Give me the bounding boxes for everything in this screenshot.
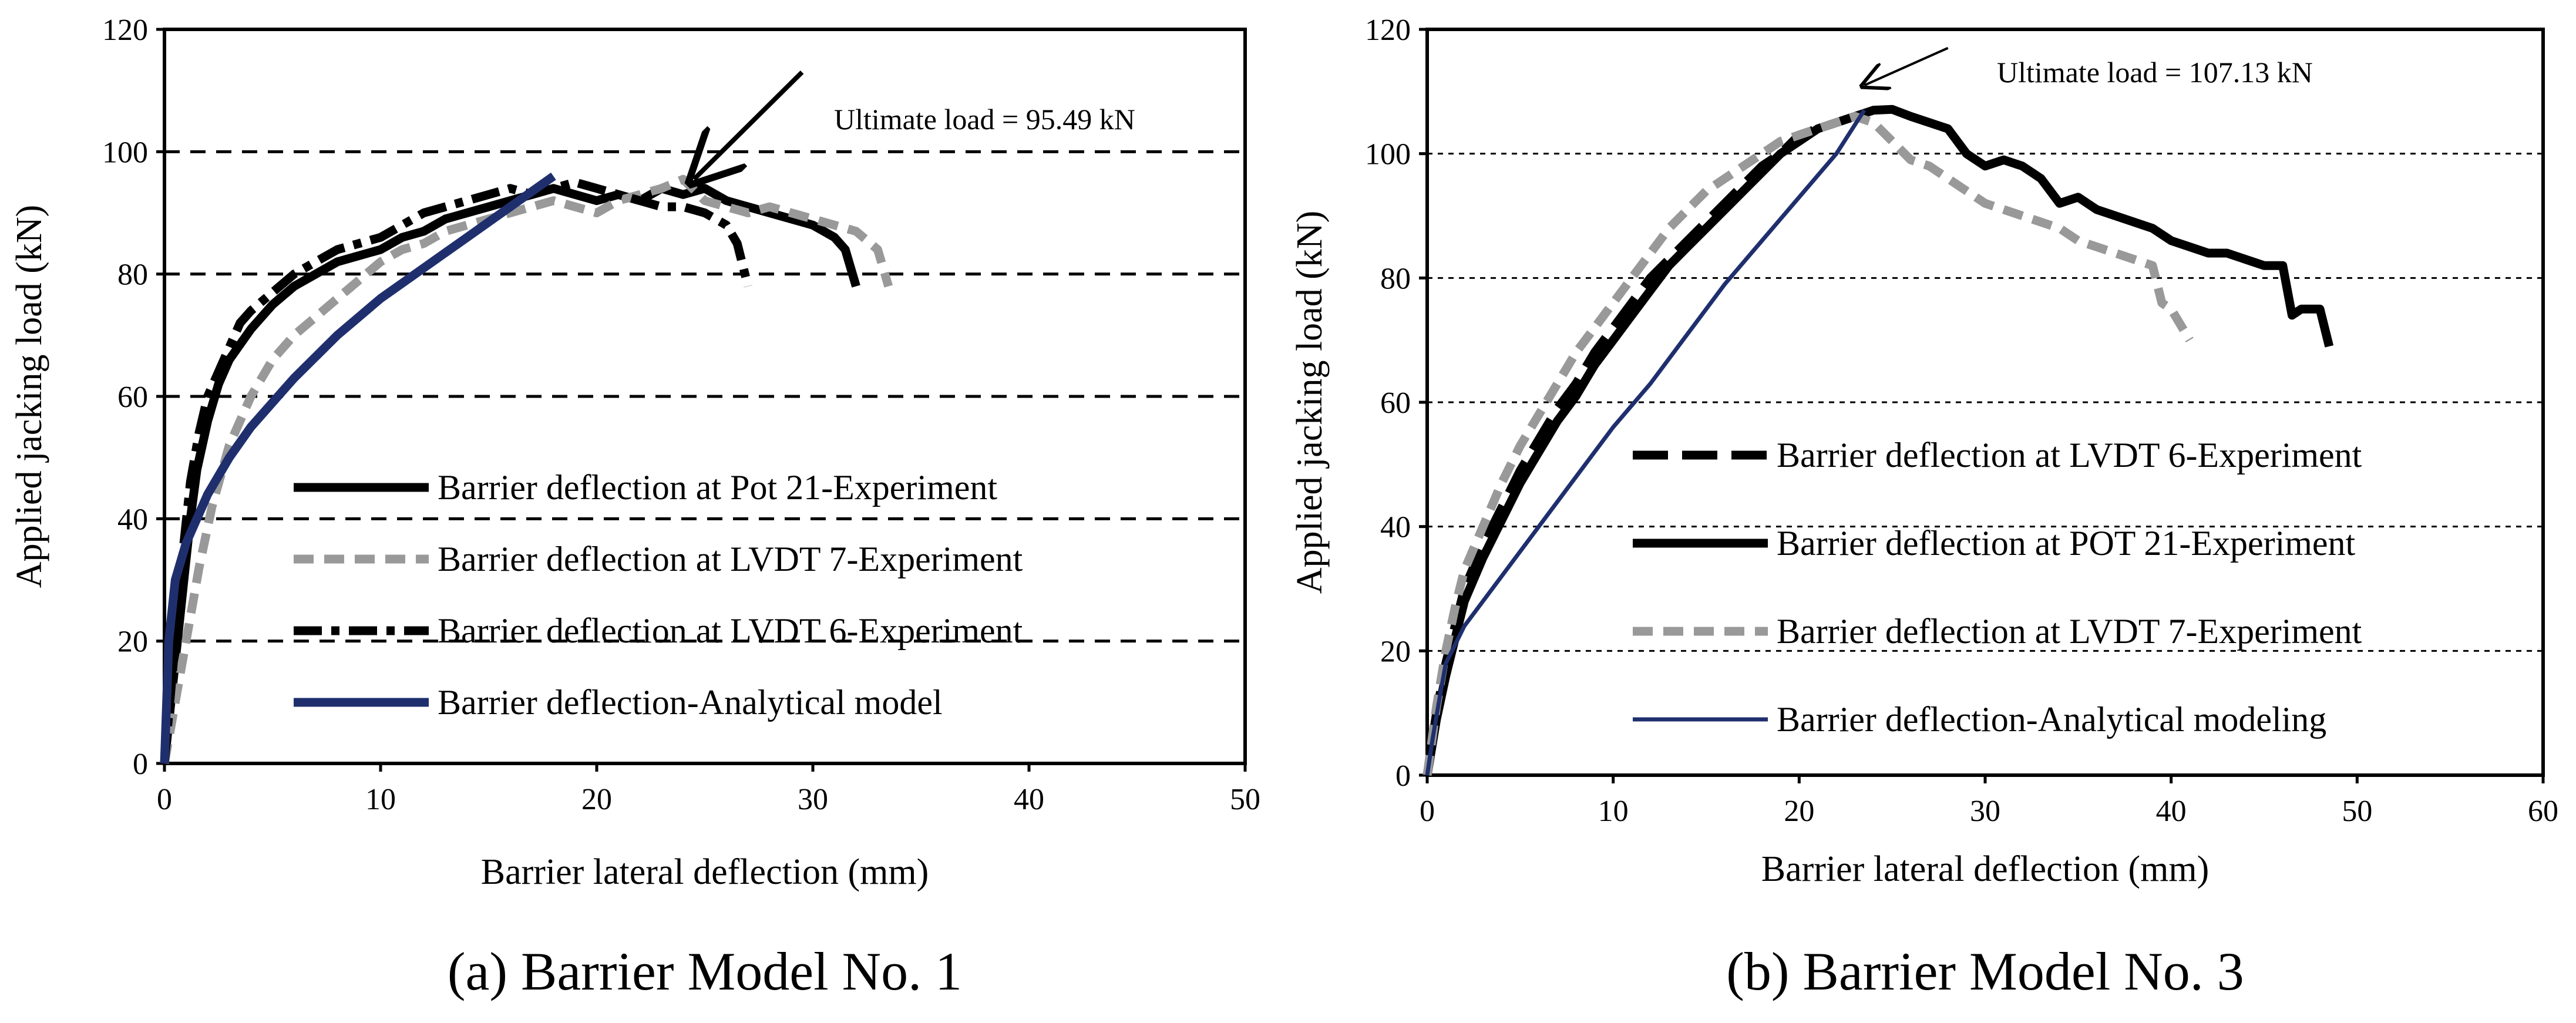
legend-entry: Barrier deflection at Pot 21-Experiment [438,468,997,507]
x-tick-label: 20 [581,783,612,816]
series-line [1422,105,2334,776]
y-tick-label: 60 [117,381,148,414]
legend-entry: Barrier deflection-Analytical modeling [1777,700,2326,739]
y-tick-label: 0 [133,748,148,781]
y-axis-label: Applied jacking load (kN) [9,205,49,588]
annotation-arrow [1864,46,1949,86]
x-tick-label: 40 [2156,795,2187,828]
y-tick-label: 0 [1395,759,1411,793]
series-lines [160,172,893,765]
legend: Barrier deflection at Pot 21-Experiment B… [294,468,1023,722]
y-tick-labels: 0 20 40 60 80 100 120 [102,14,164,781]
series-line [160,177,752,764]
y-tick-label: 120 [1365,14,1411,47]
x-tick-label: 10 [365,783,396,816]
x-tick-label: 30 [1970,795,2000,828]
x-axis-label: Barrier lateral deflection (mm) [481,852,929,892]
x-tick-label: 0 [157,783,172,816]
y-tick-label: 20 [117,625,148,659]
annotation: Ultimate load = 95.49 kN [694,70,1135,179]
chart-caption: (b) Barrier Model No. 3 [1726,941,2244,1001]
x-tick-label: 60 [2528,795,2558,828]
x-tick-labels: 0 10 20 30 40 50 60 [1420,775,2558,828]
x-tick-label: 50 [1230,783,1260,816]
grid-lines [1427,153,2543,652]
chart-caption: (a) Barrier Model No. 1 [448,941,962,1001]
x-tick-label: 0 [1420,795,1435,828]
plot-frame [1425,28,2545,777]
x-tick-label: 30 [798,783,828,816]
y-tick-label: 120 [102,14,148,47]
legend: Barrier deflection at LVDT 6-Experiment B… [1633,436,2362,739]
legend-entry: Barrier deflection at POT 21-Experiment [1777,524,2356,563]
annotation: Ultimate load = 107.13 kN [1864,46,2313,89]
x-tick-labels: 0 10 20 30 40 50 [157,763,1260,816]
x-tick-label: 40 [1014,783,1044,816]
series-line [1422,112,2194,776]
annotation-text: Ultimate load = 107.13 kN [1997,56,2313,89]
legend-entry: Barrier deflection at LVDT 6-Experiment [1777,436,2362,475]
series-line [160,184,860,764]
y-tick-label: 80 [117,258,148,292]
y-tick-label: 60 [1380,386,1411,420]
y-tick-label: 40 [117,503,148,536]
y-tick-label: 100 [102,136,148,169]
annotation-text: Ultimate load = 95.49 kN [834,103,1135,136]
legend-entry: Barrier deflection at LVDT 7-Experiment [438,540,1023,578]
y-tick-labels: 0 20 40 60 80 100 120 [1365,14,1427,793]
series-line [160,174,893,765]
series-line [1425,109,1867,776]
legend-entry: Barrier deflection at LVDT 6-Experiment [438,611,1023,650]
legend-entry: Barrier deflection-Analytical model [438,683,943,722]
legend-entry: Barrier deflection at LVDT 7-Experiment [1777,612,2362,651]
chart-panel-b: 0 20 40 60 80 100 120 0 10 20 30 40 50 60 Barrier de… [1290,14,2558,1001]
series-lines [1422,105,2334,776]
x-axis-label: Barrier lateral deflection (mm) [1761,849,2210,889]
chart-panel-a: 0 20 40 60 80 100 120 0 10 20 30 40 50 Barrier defl… [9,14,1260,1001]
y-tick-label: 20 [1380,635,1411,668]
x-tick-label: 20 [1784,795,1814,828]
series-line [1422,112,1857,776]
annotation-arrow [694,70,804,179]
y-tick-label: 100 [1365,138,1411,171]
series-line [160,172,556,764]
x-tick-label: 50 [2342,795,2372,828]
y-axis-label: Applied jacking load (kN) [1290,211,1330,594]
y-tick-label: 40 [1380,511,1411,544]
x-tick-label: 10 [1598,795,1629,828]
y-tick-label: 80 [1380,262,1411,295]
